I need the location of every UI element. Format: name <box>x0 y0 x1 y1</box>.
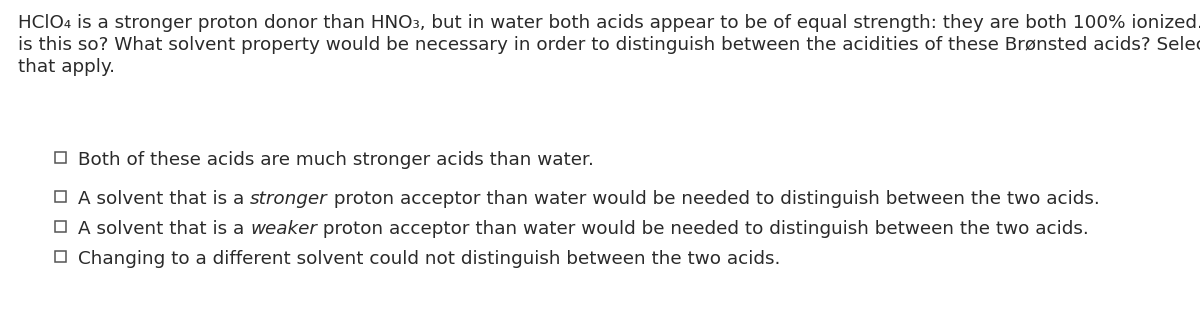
Text: that apply.: that apply. <box>18 58 115 76</box>
Text: proton acceptor than water would be needed to distinguish between the two acids.: proton acceptor than water would be need… <box>328 190 1099 208</box>
Text: Both of these acids are much stronger acids than water.: Both of these acids are much stronger ac… <box>78 151 594 169</box>
Text: HClO₄ is a stronger proton donor than HNO₃, but in water both acids appear to be: HClO₄ is a stronger proton donor than HN… <box>18 14 1200 32</box>
Text: stronger: stronger <box>250 190 328 208</box>
Text: is this so? What solvent property would be necessary in order to distinguish bet: is this so? What solvent property would … <box>18 36 1200 54</box>
Text: A solvent that is a: A solvent that is a <box>78 190 250 208</box>
Text: Changing to a different solvent could not distinguish between the two acids.: Changing to a different solvent could no… <box>78 250 780 268</box>
Text: proton acceptor than water would be needed to distinguish between the two acids.: proton acceptor than water would be need… <box>317 220 1088 238</box>
Text: A solvent that is a: A solvent that is a <box>78 220 250 238</box>
Text: weaker: weaker <box>250 220 317 238</box>
